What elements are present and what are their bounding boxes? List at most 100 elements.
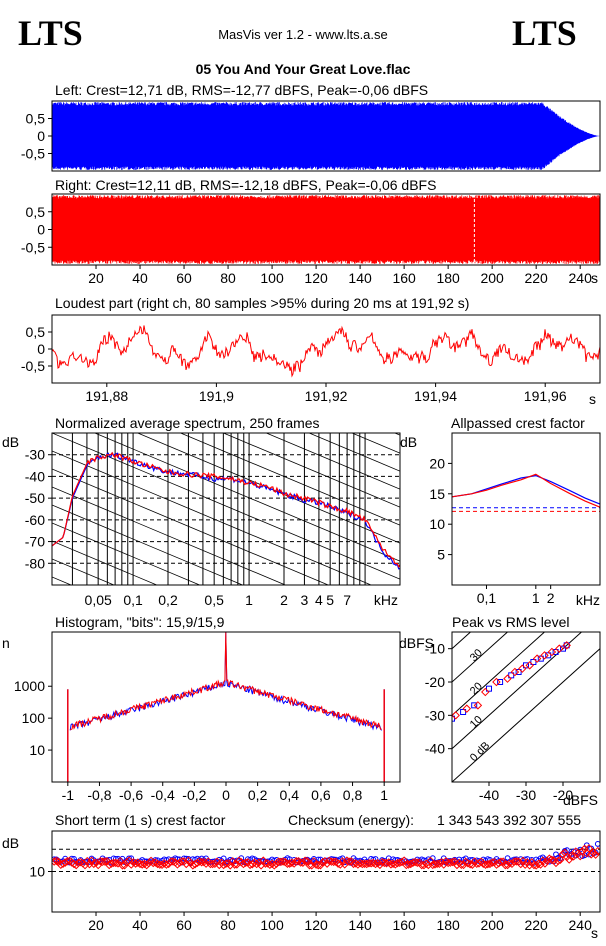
peak-rms-ylabel: dBFS bbox=[399, 635, 434, 651]
short-term-point bbox=[404, 860, 413, 869]
peak-rms-point bbox=[545, 652, 552, 659]
stc-xtick-label: 200 bbox=[480, 917, 504, 933]
short-term-point bbox=[54, 857, 63, 867]
crest-line-label: 20 bbox=[468, 680, 485, 697]
g-right-ytick-label: 0,5 bbox=[26, 204, 46, 220]
short-term-point bbox=[305, 861, 314, 870]
short-term-title: Short term (1 s) crest factor bbox=[55, 812, 226, 828]
loud-xtick-label: 191,9 bbox=[199, 388, 234, 404]
spec-xtick-label: 4 bbox=[315, 592, 323, 608]
short-term-point bbox=[272, 859, 281, 868]
short-term-crest-chart: 10 20 40 60 80 100 120 140 160 180 200 220 240 s bbox=[29, 830, 601, 941]
spec-ytick-label: -80 bbox=[25, 555, 45, 571]
spec-xunit: kHz bbox=[374, 592, 398, 608]
allpassed-series-0 bbox=[451, 474, 601, 505]
short-term-point bbox=[120, 861, 129, 870]
right-waveform-title: Right: Crest=12,11 dB, RMS=-12,18 dBFS, … bbox=[55, 177, 436, 193]
stc-xtick-label: 20 bbox=[88, 917, 104, 933]
short-term-point bbox=[230, 860, 239, 869]
peak-rms-point bbox=[515, 669, 522, 675]
file-name: 05 You And Your Great Love.flac bbox=[196, 61, 411, 77]
peak-rms-point bbox=[525, 661, 534, 670]
pvr-ytick-label: -30 bbox=[425, 707, 445, 723]
peak-rms-point bbox=[555, 644, 564, 653]
g-right-xtick-label: 140 bbox=[348, 270, 372, 286]
stc-xtick-label: 80 bbox=[220, 917, 236, 933]
peak-rms-point bbox=[518, 664, 527, 673]
short-term-point bbox=[243, 858, 253, 867]
peak-rms-point bbox=[473, 701, 483, 710]
short-term-point bbox=[591, 850, 600, 859]
short-term-point bbox=[523, 858, 532, 867]
loud-ytick-label: -0,5 bbox=[21, 358, 45, 374]
peak-rms-point bbox=[552, 649, 559, 655]
pvr-ytick-label: -40 bbox=[425, 741, 445, 757]
g-left-ytick-label: 0,5 bbox=[26, 111, 46, 127]
short-term-point bbox=[124, 856, 134, 865]
short-term-point bbox=[358, 859, 367, 869]
short-term-point bbox=[439, 860, 448, 869]
short-term-point bbox=[100, 857, 110, 866]
g-left-ytick-label: 0 bbox=[37, 128, 45, 144]
pvr-xtick-label: -40 bbox=[479, 787, 499, 803]
short-term-point bbox=[144, 858, 154, 868]
hist-xtick-label: -0,4 bbox=[151, 787, 175, 803]
allpassed-ylabel: dB bbox=[400, 434, 417, 450]
peak-rms-point bbox=[462, 704, 472, 713]
short-term-point bbox=[567, 851, 576, 861]
spectrum-slope-line bbox=[52, 468, 330, 585]
spectrum-slope-line bbox=[308, 433, 400, 472]
spectrum-ylabel: dB bbox=[2, 434, 19, 450]
pvr-xtick-label: -20 bbox=[553, 787, 573, 803]
stc-xtick-label: 120 bbox=[304, 917, 328, 933]
short-term-point bbox=[215, 860, 224, 870]
spectrum-slope-line bbox=[265, 433, 400, 490]
checksum-label: Checksum (energy): bbox=[288, 812, 414, 828]
histogram-series-1 bbox=[69, 632, 382, 731]
spec-xtick-label: 0,2 bbox=[158, 592, 178, 608]
stc-xtick-label: 240 bbox=[569, 917, 593, 933]
loud-xtick-label: 191,88 bbox=[85, 388, 128, 404]
peak-rms-point bbox=[537, 655, 544, 662]
short-term-point bbox=[336, 860, 345, 869]
spec-xtick-label: 2 bbox=[280, 592, 288, 608]
peak-rms-point bbox=[547, 647, 557, 657]
peak-rms-point bbox=[562, 641, 571, 650]
spec-xtick-label: 5 bbox=[326, 592, 334, 608]
allp-xtick-label: 0,1 bbox=[477, 590, 497, 606]
peak-rms-point bbox=[503, 674, 512, 683]
stc-xtick-label: 40 bbox=[132, 917, 148, 933]
g-right-ytick-label: -0,5 bbox=[21, 239, 45, 255]
loud-ytick-label: 0,5 bbox=[26, 324, 46, 340]
clipped-layer bbox=[52, 841, 600, 870]
g-right-xtick-label: 20 bbox=[88, 270, 104, 286]
allp-xtick-label: 1 bbox=[532, 590, 540, 606]
peak-rms-point bbox=[510, 667, 520, 677]
allpassed-series-1 bbox=[451, 473, 601, 508]
hist-ytick-label: 10 bbox=[29, 742, 45, 758]
hist-xtick-label: 0,4 bbox=[280, 787, 300, 803]
clipped-layer bbox=[67, 632, 385, 782]
crest-line-label: 30 bbox=[468, 647, 485, 664]
checksum-value: 1 343 543 392 307 555 bbox=[437, 812, 581, 828]
logo-right: LTS bbox=[512, 13, 577, 53]
short-term-point bbox=[142, 860, 151, 870]
spectrum-slope-line bbox=[52, 649, 400, 795]
peak-rms-point bbox=[492, 677, 501, 687]
spectrum-series-1 bbox=[52, 451, 400, 568]
spectrum-slope-line bbox=[52, 540, 158, 585]
histogram-title: Histogram, "bits": 15,9/15,9 bbox=[55, 614, 225, 630]
loudest-part-chart: 0,50-0,5 191,88 191,9 191,92 191,94 191,96 s bbox=[21, 314, 601, 407]
pvr-ytick-label: -20 bbox=[425, 674, 445, 690]
clipped-layer bbox=[52, 433, 400, 795]
spectrum-slope-line bbox=[52, 450, 373, 585]
peak-rms-point bbox=[530, 659, 537, 665]
hist-xtick-label: -0,6 bbox=[119, 787, 143, 803]
peak-rms-point bbox=[460, 709, 467, 715]
short-term-point bbox=[509, 857, 519, 866]
g-right-xtick-label: 160 bbox=[392, 270, 416, 286]
left-waveform-title: Left: Crest=12,71 dB, RMS=-12,77 dBFS, P… bbox=[55, 82, 428, 98]
peak-rms-point bbox=[481, 687, 490, 697]
short-term-point bbox=[386, 860, 396, 869]
